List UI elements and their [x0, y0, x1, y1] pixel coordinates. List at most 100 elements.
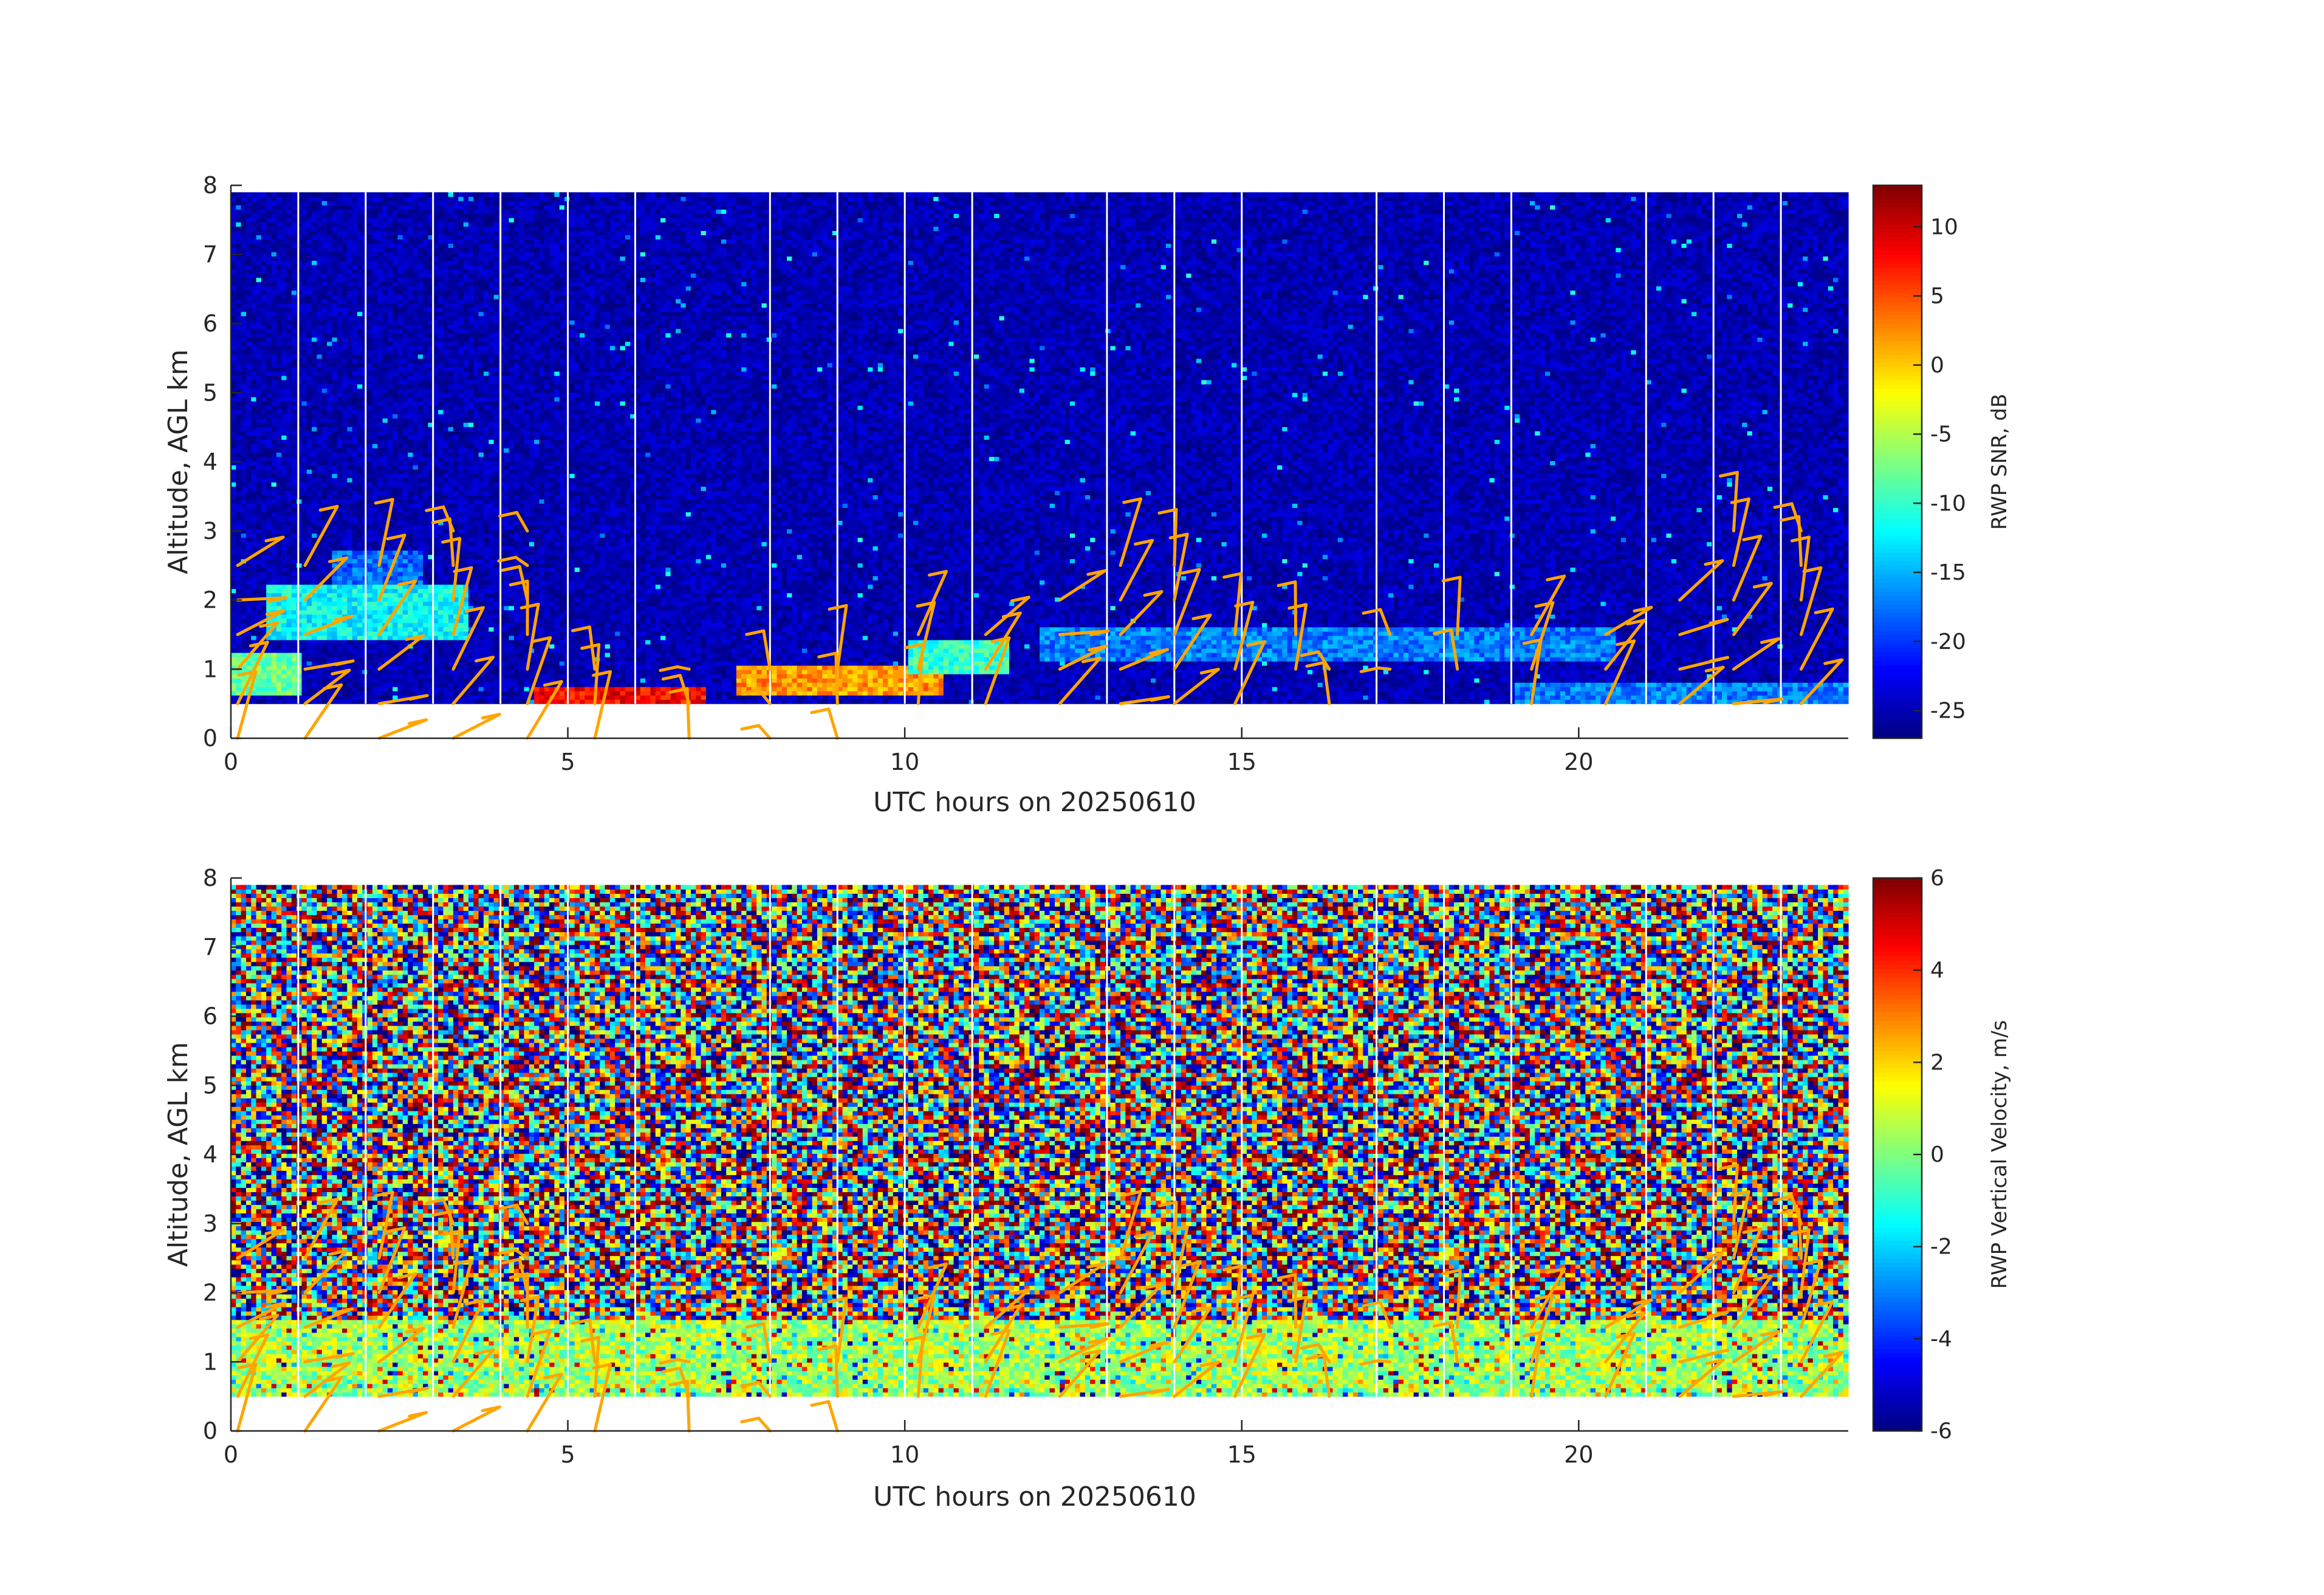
snr-heat-cell [266, 196, 272, 201]
snr-heat-cell [261, 209, 267, 214]
snr-heat-cell [241, 580, 247, 585]
snr-heat-cell [236, 218, 241, 223]
snr-heat-cell [251, 329, 256, 334]
snr-heat-cell [272, 295, 277, 300]
snr-heat-cell [281, 329, 287, 334]
snr-heat-cell [251, 614, 256, 619]
snr-heat-cell [256, 431, 262, 436]
snr-heat-cell [241, 619, 247, 623]
snr-heat-cell [256, 256, 262, 261]
snr-heat-cell [241, 508, 247, 513]
snr-heat-cell [261, 269, 267, 274]
snr-heat-cell [251, 380, 256, 385]
snr-heat-cell [276, 380, 282, 385]
snr-heat-cell [281, 614, 287, 619]
snr-heat-cell [272, 252, 277, 257]
snr-heat-cell [276, 192, 282, 197]
snr-heat-cell [231, 490, 236, 495]
snr-heat-cell [231, 337, 236, 342]
snr-heat-cell [246, 418, 252, 423]
snr-heat-cell [251, 568, 256, 572]
snr-heat-cell [246, 529, 252, 534]
snr-heat-cell [276, 222, 282, 227]
snr-heat-cell [276, 657, 282, 662]
snr-heat-cell [251, 252, 256, 257]
snr-heat-cell [231, 610, 236, 615]
snr-heat-cell [287, 456, 292, 461]
snr-heat-cell [241, 444, 247, 448]
snr-heat-cell [236, 448, 241, 453]
snr-heat-cell [287, 431, 292, 436]
snr-heat-cell [276, 316, 282, 321]
snr-heat-cell [241, 337, 247, 342]
snr-heat-cell [276, 529, 282, 534]
snr-heat-cell [276, 589, 282, 594]
snr-heat-cell [281, 542, 287, 547]
snr-heat-cell [276, 376, 282, 380]
snr-heat-cell [241, 469, 247, 474]
snr-heat-cell [261, 218, 267, 223]
snr-heat-cell [236, 439, 241, 444]
snr-heat-cell [256, 572, 262, 577]
snr-heat-cell [276, 261, 282, 266]
snr-heat-cell [287, 422, 292, 427]
snr-heat-cell [261, 346, 267, 351]
snr-heat-cell [287, 614, 292, 619]
snr-heat-cell [261, 469, 267, 474]
snr-heat-cell [281, 235, 287, 240]
snr-heat-cell [287, 473, 292, 478]
snr-heat-cell [272, 665, 277, 670]
snr-heat-cell [287, 580, 292, 585]
snr-heat-cell [276, 580, 282, 585]
snr-heat-cell [256, 525, 262, 530]
snr-heat-cell [272, 358, 277, 363]
snr-heat-cell [281, 431, 287, 436]
snr-heat-cell [281, 324, 287, 329]
snr-heat-cell [287, 551, 292, 555]
snr-heat-cell [241, 456, 247, 461]
snr-heat-cell [251, 324, 256, 329]
snr-heat-cell [256, 482, 262, 487]
snr-heat-cell [241, 354, 247, 359]
snr-heat-cell [256, 209, 262, 214]
snr-heat-cell [241, 227, 247, 232]
snr-heat-cell [241, 256, 247, 261]
snr-heat-cell [236, 299, 241, 304]
snr-heat-cell [236, 337, 241, 342]
snr-heat-cell [236, 333, 241, 338]
snr-heat-cell [261, 465, 267, 470]
snr-heat-cell [246, 252, 252, 257]
snr-heat-cell [287, 269, 292, 274]
snr-heat-cell [287, 371, 292, 376]
snr-heat-cell [256, 337, 262, 342]
snr-heat-cell [261, 235, 267, 240]
snr-heat-cell [241, 422, 247, 427]
snr-heat-cell [272, 431, 277, 436]
snr-heat-cell [287, 469, 292, 474]
snr-heat-cell [272, 499, 277, 504]
snr-heat-cell [266, 456, 272, 461]
snr-heat-cell [261, 508, 267, 513]
snr-heat-cell [241, 516, 247, 521]
snr-heat-cell [236, 576, 241, 581]
snr-heat-cell [261, 435, 267, 440]
snr-heat-cell [256, 602, 262, 606]
snr-heat-cell [256, 205, 262, 210]
snr-heat-cell [261, 529, 267, 534]
snr-heat-cell [272, 218, 277, 223]
snr-heat-cell [241, 201, 247, 205]
snr-heat-cell [256, 448, 262, 453]
snr-heat-cell [272, 606, 277, 611]
snr-heat-cell [266, 231, 272, 236]
snr-heat-cell [281, 358, 287, 363]
snr-heat-cell [287, 610, 292, 615]
snr-heat-cell [287, 312, 292, 317]
snr-heat-cell [276, 427, 282, 431]
snr-heat-cell [266, 593, 272, 598]
snr-heat-cell [287, 235, 292, 240]
snr-heat-cell [266, 482, 272, 487]
snr-heat-cell [236, 278, 241, 283]
snr-heat-cell [281, 303, 287, 308]
snr-heat-cell [266, 265, 272, 270]
snr-heat-cell [246, 367, 252, 372]
